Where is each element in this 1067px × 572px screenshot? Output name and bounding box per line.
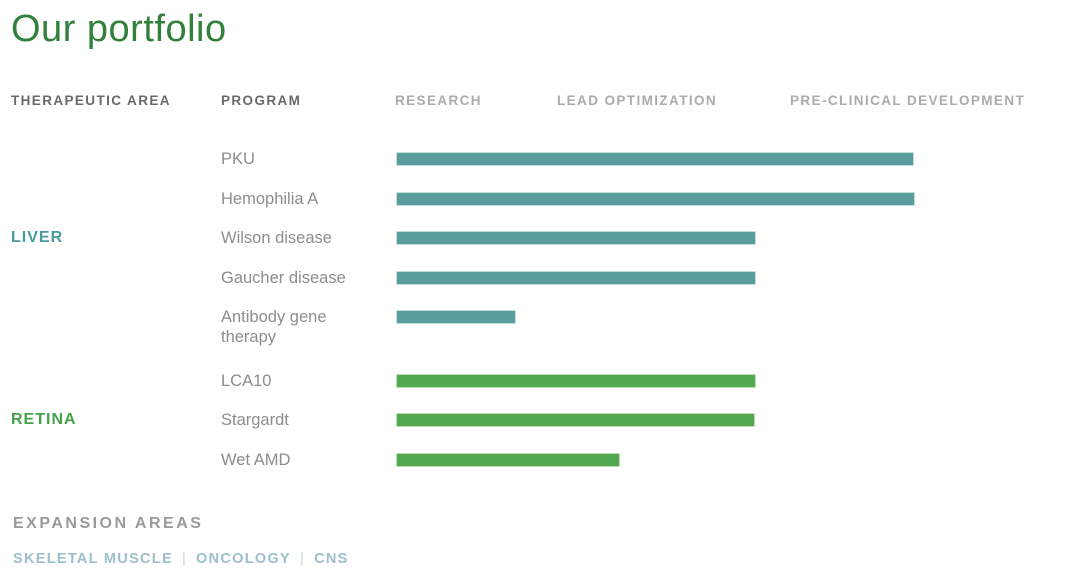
program-label-gaucher-disease: Gaucher disease (221, 269, 346, 287)
pipeline-bar-hemophilia-a (397, 193, 914, 205)
pipeline-bar-lca10 (397, 375, 755, 387)
page-title: Our portfolio (11, 8, 227, 50)
program-label-wilson-disease: Wilson disease (221, 229, 332, 247)
expansion-item-skeletal-muscle: SKELETAL MUSCLE (13, 551, 173, 567)
expansion-items: SKELETAL MUSCLE | ONCOLOGY | CNS (13, 551, 349, 567)
expansion-separator: | (300, 551, 306, 567)
pipeline-bar-stargardt (397, 414, 754, 426)
program-label-lca10: LCA10 (221, 372, 272, 390)
pipeline-bar-antibody-gene-therapy (397, 311, 515, 323)
program-label-hemophilia-a: Hemophilia A (221, 190, 319, 208)
area-label-retina: RETINA (11, 411, 77, 428)
program-label-pku: PKU (221, 150, 255, 168)
area-label-liver: LIVER (11, 229, 64, 246)
pipeline-bar-pku (397, 153, 913, 165)
pipeline-bar-gaucher-disease (397, 272, 755, 284)
expansion-item-cns: CNS (314, 551, 349, 567)
expansion-separator: | (181, 551, 188, 567)
program-label-antibody-gene-therapy: Antibody gene therapy (221, 308, 327, 346)
pipeline-bar-wilson-disease (397, 232, 755, 244)
program-label-wet-amd: Wet AMD (221, 451, 291, 469)
expansion-item-oncology: ONCOLOGY (196, 551, 292, 567)
expansion-areas-title: EXPANSION AREAS (13, 515, 204, 532)
pipeline-bar-wet-amd (397, 454, 619, 466)
program-label-stargardt: Stargardt (221, 411, 289, 429)
